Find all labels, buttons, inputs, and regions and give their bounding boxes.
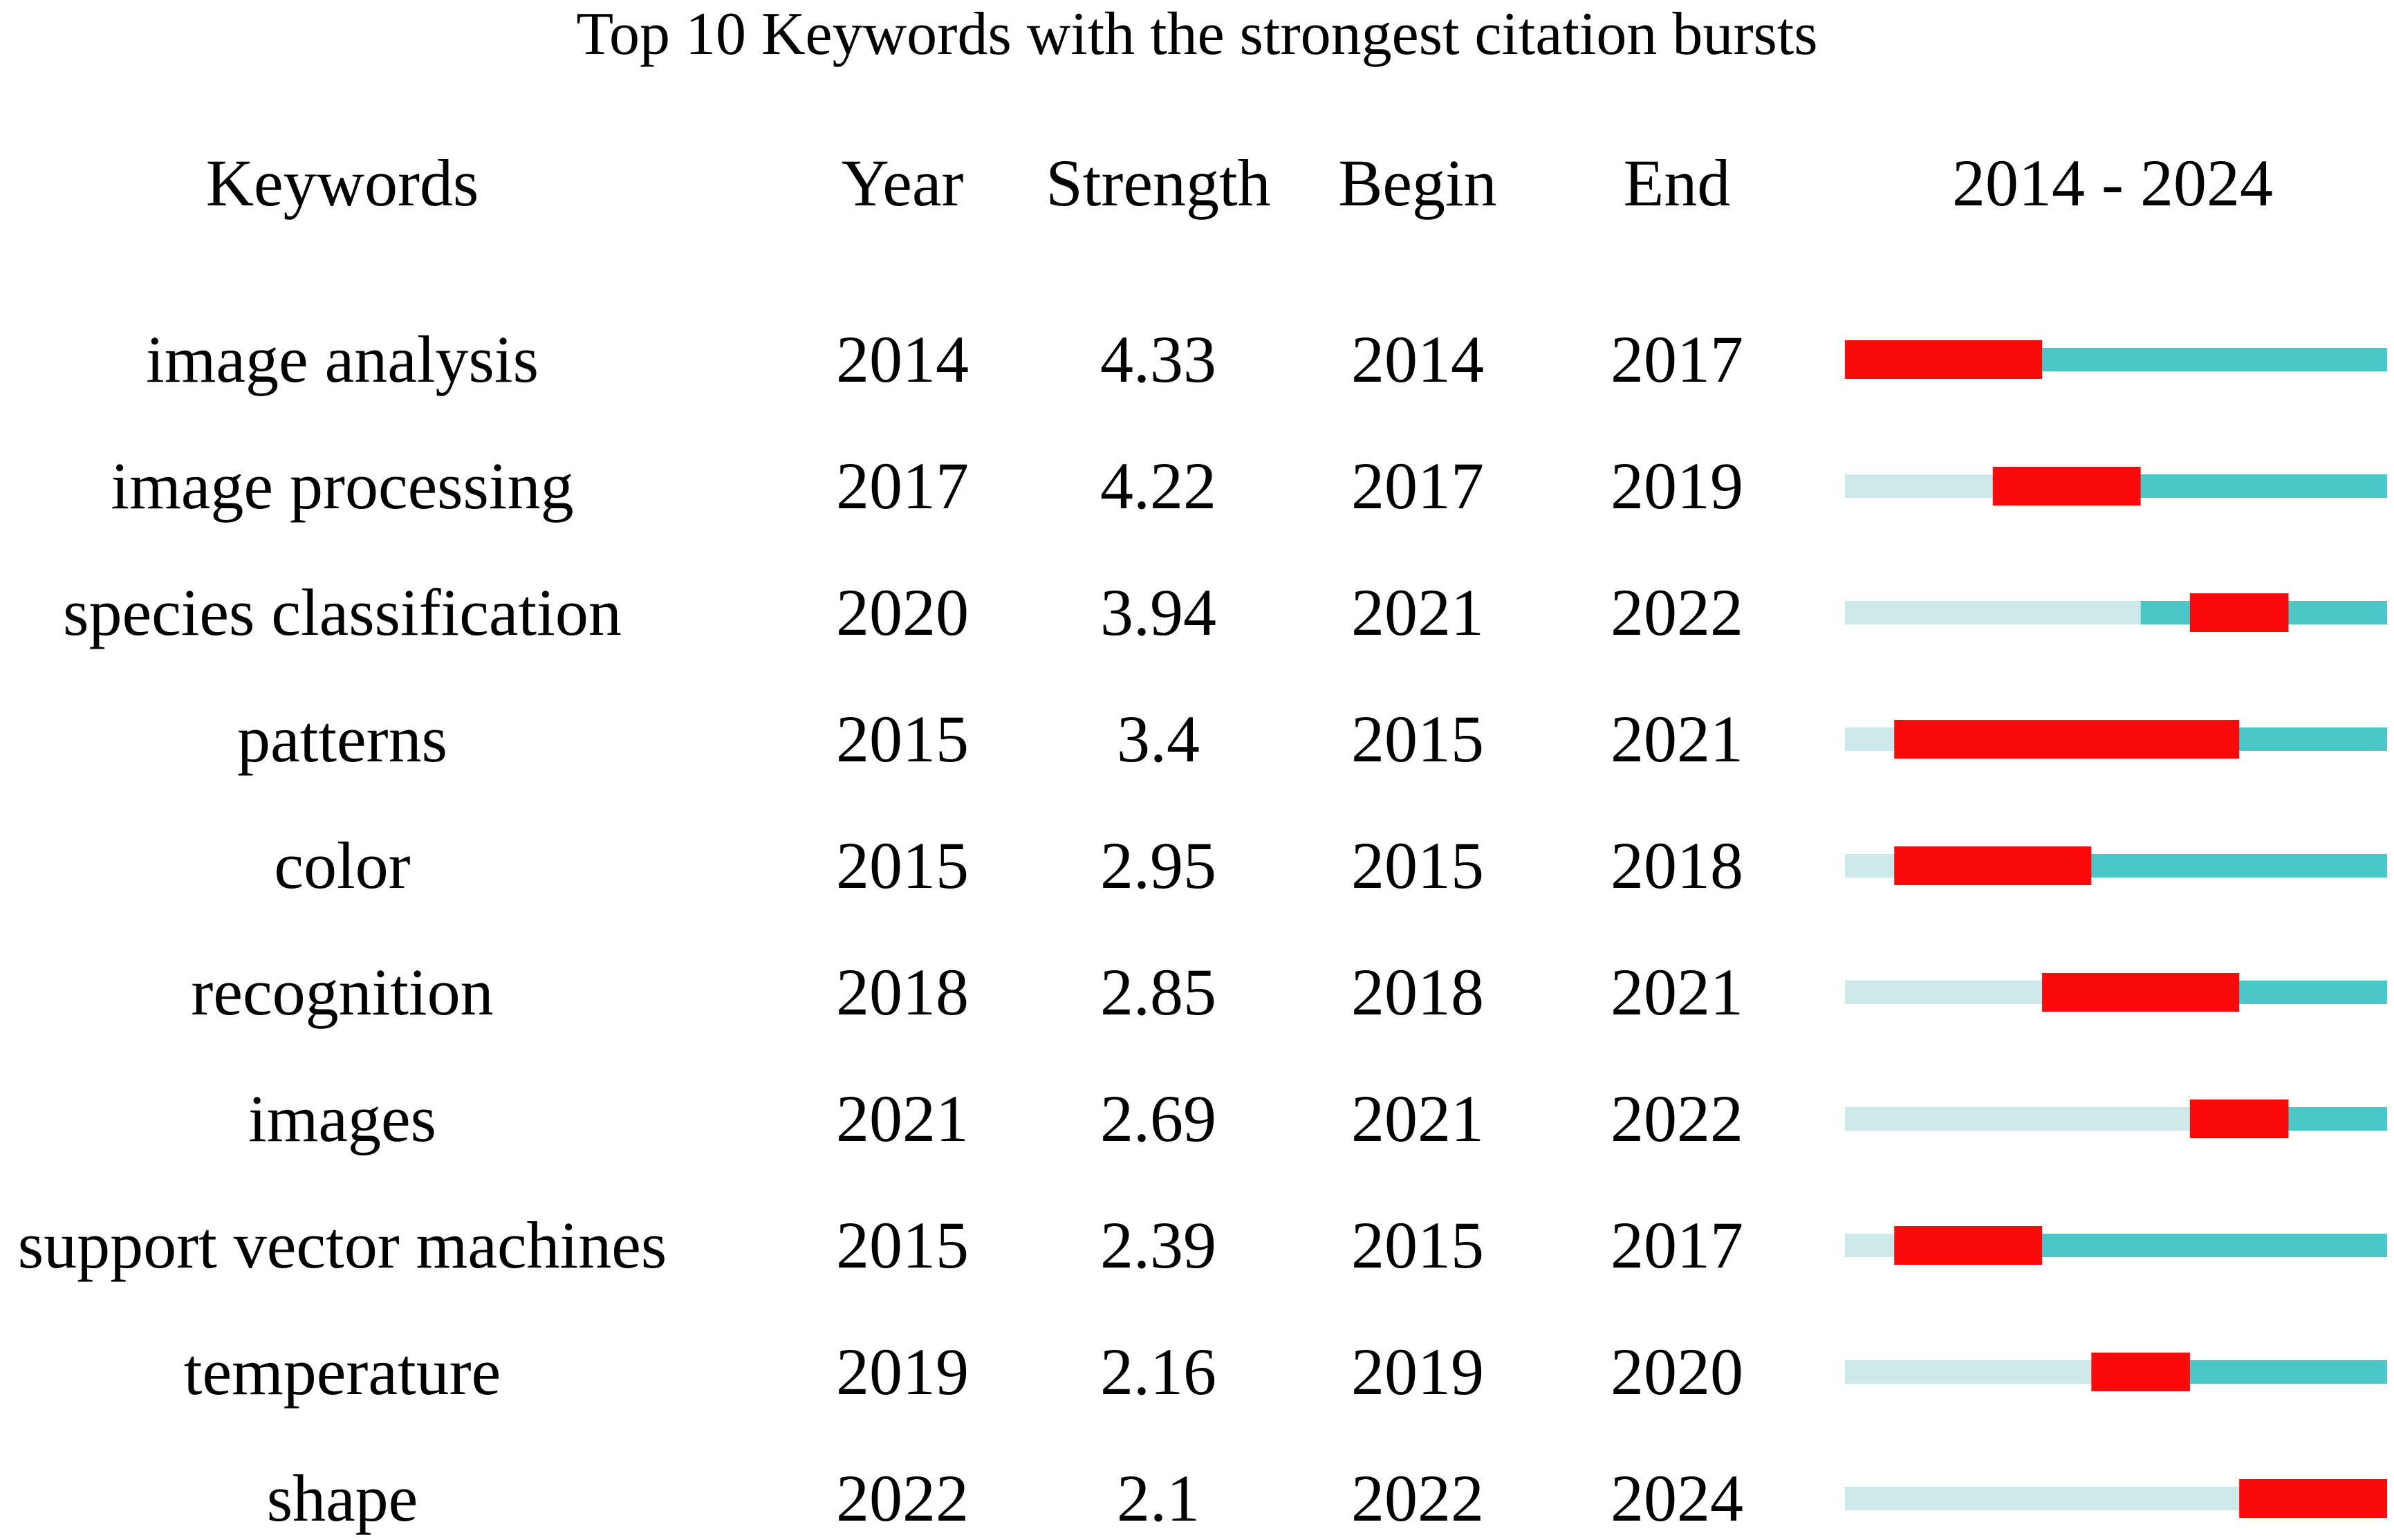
- begin-cell: 2015: [1351, 702, 1484, 776]
- timeline-active-segment: [2091, 1360, 2387, 1384]
- timeline-active-segment: [1845, 348, 2387, 371]
- year-cell: 2019: [836, 1335, 969, 1409]
- begin-cell: 2015: [1351, 1208, 1484, 1282]
- burst-segment: [2189, 593, 2289, 632]
- timeline-inactive-segment: [1845, 1234, 1895, 1257]
- begin-cell: 2022: [1351, 1461, 1484, 1535]
- strength-cell: 4.22: [1100, 449, 1216, 523]
- chart-title: Top 10 Keywords with the strongest citat…: [576, 1, 1818, 68]
- end-cell: 2021: [1611, 702, 1743, 776]
- timeline-inactive-segment: [1845, 474, 1993, 498]
- strength-cell: 3.4: [1117, 702, 1200, 776]
- year-cell: 2014: [836, 322, 969, 396]
- year-cell: 2018: [836, 955, 969, 1029]
- timeline-inactive-segment: [1845, 854, 1895, 878]
- year-cell: 2015: [836, 828, 969, 902]
- keyword-cell: color: [274, 828, 411, 902]
- begin-cell: 2019: [1351, 1335, 1484, 1409]
- year-cell: 2015: [836, 1208, 969, 1282]
- burst-segment: [1894, 1226, 2043, 1265]
- keyword-cell: shape: [266, 1461, 418, 1535]
- timeline-active-segment: [2189, 1107, 2387, 1131]
- burst-segment: [2239, 1479, 2387, 1518]
- timeline-inactive-segment: [1845, 1487, 2240, 1510]
- begin-cell: 2017: [1351, 449, 1484, 523]
- year-cell: 2017: [836, 449, 969, 523]
- burst-segment: [1894, 720, 2240, 759]
- burst-segment: [1992, 467, 2141, 505]
- begin-cell: 2014: [1351, 322, 1484, 396]
- timeline-active-segment: [1894, 854, 2387, 878]
- begin-cell: 2021: [1351, 1082, 1484, 1156]
- keyword-cell: patterns: [237, 702, 447, 776]
- keyword-cell: species classification: [63, 575, 622, 649]
- timeline-inactive-segment: [1845, 1360, 2092, 1384]
- strength-cell: 2.69: [1100, 1082, 1216, 1156]
- header-end: End: [1623, 146, 1731, 220]
- begin-cell: 2021: [1351, 575, 1484, 649]
- strength-cell: 2.85: [1100, 955, 1216, 1029]
- end-cell: 2022: [1611, 575, 1743, 649]
- timeline-active-segment: [1992, 474, 2387, 498]
- timeline-inactive-segment: [1845, 1107, 2190, 1131]
- begin-cell: 2015: [1351, 828, 1484, 902]
- burst-segment: [2042, 973, 2240, 1012]
- strength-cell: 2.95: [1100, 828, 1216, 902]
- keyword-cell: images: [248, 1082, 436, 1156]
- year-cell: 2021: [836, 1082, 969, 1156]
- end-cell: 2024: [1611, 1461, 1743, 1535]
- timeline-active-segment: [2239, 1487, 2387, 1510]
- header-year: Year: [841, 146, 964, 220]
- timeline-active-segment: [1894, 727, 2387, 751]
- strength-cell: 3.94: [1100, 575, 1216, 649]
- end-cell: 2019: [1611, 449, 1743, 523]
- strength-cell: 2.1: [1117, 1461, 1200, 1535]
- keyword-cell: temperature: [183, 1335, 501, 1409]
- keyword-cell: image analysis: [146, 322, 539, 396]
- end-cell: 2021: [1611, 955, 1743, 1029]
- header-timeline-range: 2014 - 2024: [1952, 146, 2273, 220]
- year-cell: 2020: [836, 575, 969, 649]
- keyword-cell: image processing: [111, 449, 574, 523]
- keyword-cell: support vector machines: [17, 1208, 667, 1282]
- end-cell: 2017: [1611, 322, 1743, 396]
- timeline-active-segment: [2042, 981, 2387, 1004]
- timeline-inactive-segment: [1845, 601, 2141, 624]
- keyword-cell: recognition: [191, 955, 494, 1029]
- timeline-inactive-segment: [1845, 727, 1895, 751]
- burst-segment: [1845, 340, 2043, 379]
- timeline-active-segment: [2140, 601, 2387, 624]
- burst-segment: [1894, 846, 2092, 885]
- burst-segment: [2091, 1353, 2190, 1391]
- burst-segment: [2189, 1100, 2289, 1138]
- strength-cell: 2.39: [1100, 1208, 1216, 1282]
- end-cell: 2022: [1611, 1082, 1743, 1156]
- end-cell: 2017: [1611, 1208, 1743, 1282]
- end-cell: 2018: [1611, 828, 1743, 902]
- timeline-inactive-segment: [1845, 981, 2043, 1004]
- strength-cell: 4.33: [1100, 322, 1216, 396]
- header-begin: Begin: [1338, 146, 1497, 220]
- header-keywords: Keywords: [205, 146, 479, 220]
- begin-cell: 2018: [1351, 955, 1484, 1029]
- timeline-active-segment: [1894, 1234, 2387, 1257]
- strength-cell: 2.16: [1100, 1335, 1216, 1409]
- year-cell: 2015: [836, 702, 969, 776]
- header-strength: Strength: [1046, 146, 1271, 220]
- end-cell: 2020: [1611, 1335, 1743, 1409]
- year-cell: 2022: [836, 1461, 969, 1535]
